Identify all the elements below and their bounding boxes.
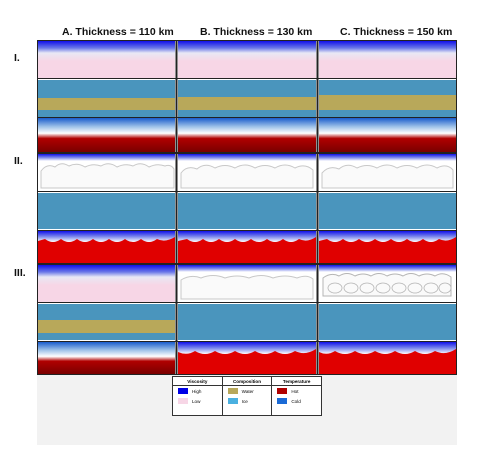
row-label-3: III.	[14, 267, 26, 279]
panel-1c	[319, 41, 456, 152]
row-2-panels	[37, 153, 457, 264]
water-swatch	[227, 388, 238, 394]
column-title-a: A. Thickness = 110 km	[62, 26, 174, 38]
legend-temperature: Temperature Hot Cold	[272, 377, 322, 415]
panel-1a	[38, 41, 175, 152]
row-label-2: II.	[14, 155, 23, 167]
column-title-b: B. Thickness = 130 km	[200, 26, 313, 38]
hot-swatch	[277, 388, 288, 394]
row-label-1: I.	[14, 52, 20, 64]
panel-3b	[178, 265, 316, 374]
legend-composition-title: Composition	[222, 377, 272, 386]
column-title-c: C. Thickness = 150 km	[340, 26, 453, 38]
legend-viscosity: Viscosity High Low	[173, 377, 223, 415]
panel-2c	[319, 154, 456, 263]
row-3-panels	[37, 264, 457, 375]
viscosity-low-label: Low	[192, 398, 201, 404]
legend-temperature-title: Temperature	[272, 377, 322, 386]
ice-label: Ice	[241, 398, 248, 404]
viscosity-low-swatch	[178, 398, 188, 404]
legend-viscosity-title: Viscosity	[173, 377, 222, 386]
water-label: Water	[241, 388, 254, 394]
row-1-panels	[37, 40, 457, 153]
panel-2b	[178, 154, 316, 263]
hot-label: Hot	[291, 388, 299, 394]
viscosity-high-swatch	[178, 388, 188, 394]
panel-2a	[38, 154, 175, 263]
viscosity-high-label: High	[192, 388, 202, 394]
cold-swatch	[277, 398, 288, 404]
panel-1b	[178, 41, 316, 152]
cold-label: Cold	[291, 398, 301, 404]
panel-3c	[319, 265, 456, 374]
legend-composition: Composition Water Ice	[222, 377, 273, 415]
legend: Viscosity High Low Composition Water Ice…	[172, 376, 322, 416]
panel-3a	[38, 265, 175, 374]
ice-swatch	[227, 398, 238, 404]
